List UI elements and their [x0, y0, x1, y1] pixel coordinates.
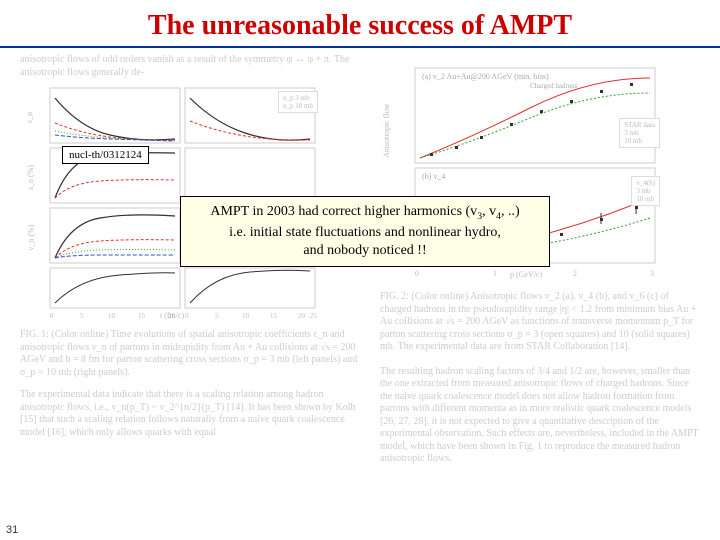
svg-text:5: 5	[215, 312, 219, 320]
legend-item: σ_p 3 mb	[283, 94, 313, 102]
left-chart-xlabel: t (fm/c)	[160, 311, 184, 320]
svg-text:10: 10	[242, 312, 250, 320]
intro-paragraph: anisotropic flows of odd orders vanish a…	[20, 54, 360, 79]
legend-item: v_4(h)	[636, 179, 655, 187]
callout-text: , v	[482, 204, 496, 219]
fig2-caption: FIG. 2: (Color online) Anisotropic flows…	[380, 291, 700, 354]
svg-text:0: 0	[185, 312, 189, 320]
mid-paragraph: The experimental data indicate that ther…	[20, 389, 360, 439]
right-chart-ylabel: Anisotropic flow	[382, 104, 391, 158]
fig1-caption: FIG. 1: (Color online) Time evolutions o…	[20, 329, 360, 379]
callout-text: , ..)	[501, 204, 520, 219]
slide-content: anisotropic flows of odd orders vanish a…	[0, 48, 720, 528]
svg-text:0: 0	[50, 312, 54, 320]
legend-item: 10 mb	[636, 195, 655, 203]
left-chart-ylabel-1: ε_n	[25, 112, 34, 123]
right-legend-a: STAR data 3 mb 10 mb	[619, 118, 660, 148]
callout-line-3: and nobody noticed !!	[191, 242, 539, 260]
right-paragraph: The resulting hadron scaling factors of …	[380, 366, 700, 466]
svg-text:2: 2	[573, 269, 577, 278]
svg-text:3: 3	[650, 269, 654, 278]
right-chart-xlabel: p (GeV/c)	[510, 270, 542, 279]
legend-item: STAR data	[624, 121, 655, 129]
page-number: 31	[6, 524, 18, 536]
legend-item: 10 mb	[624, 137, 655, 145]
panel-a-label: (a) v_2 Au+Au@200 AGeV (min. bias)	[422, 72, 549, 81]
svg-text:1: 1	[493, 269, 497, 278]
svg-text:20: 20	[298, 312, 306, 320]
left-legend-sigma: σ_p 3 mb σ_p 10 mb	[278, 91, 318, 113]
left-chart-ylabel-3: v_n (%)	[27, 225, 36, 251]
svg-text:15: 15	[138, 312, 146, 320]
left-chart-ylabel-2: s_n (%)	[26, 165, 35, 190]
svg-text:15: 15	[270, 312, 278, 320]
arxiv-ref-label: nucl-th/0312124	[62, 146, 149, 164]
panel-b-label: (b) v_4	[422, 172, 445, 181]
svg-text:0: 0	[415, 269, 419, 278]
callout-text: AMPT in 2003 had correct higher harmonic…	[210, 204, 477, 219]
callout-line-1: AMPT in 2003 had correct higher harmonic…	[191, 203, 539, 224]
legend-item: 3 mb	[624, 129, 655, 137]
svg-text:10: 10	[108, 312, 116, 320]
legend-item: σ_p 10 mb	[283, 102, 313, 110]
panel-a-sub: Charged hadrons	[530, 82, 578, 90]
svg-text:25: 25	[310, 312, 318, 320]
callout-line-2: i.e. initial state fluctuations and nonl…	[191, 224, 539, 242]
right-legend-b: v_4(h) 3 mb 10 mb	[631, 176, 660, 206]
page-title: The unreasonable success of AMPT	[0, 0, 720, 46]
callout-box: AMPT in 2003 had correct higher harmonic…	[180, 196, 550, 267]
legend-item: 3 mb	[636, 187, 655, 195]
svg-text:5: 5	[80, 312, 84, 320]
